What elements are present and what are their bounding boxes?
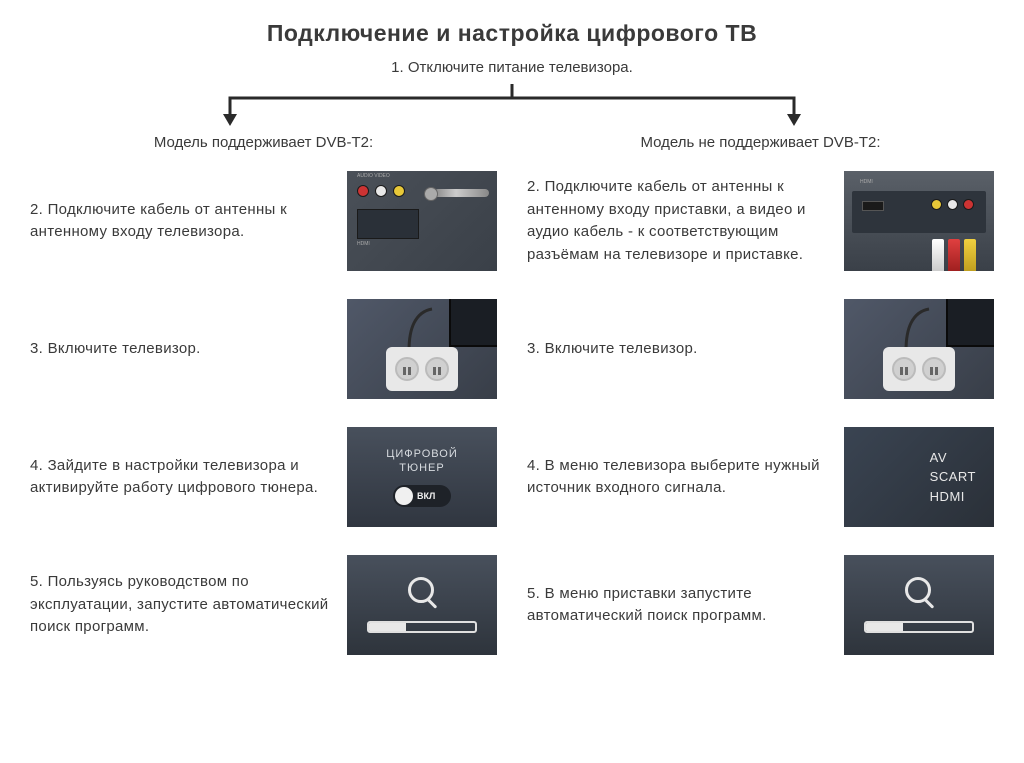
- right-step-3: 3. Включите телевизор.: [527, 299, 994, 399]
- socket-icon: [892, 357, 916, 381]
- source-list: AVSCARTHDMI: [930, 448, 976, 507]
- rca-cable-white-icon: [932, 239, 944, 271]
- rca-white-icon: [947, 199, 958, 210]
- toggle-knob-icon: [395, 487, 413, 505]
- wall-outlet-icon: [883, 347, 955, 391]
- tuner-label: ЦИФРОВОЙТЮНЕР: [386, 447, 458, 476]
- search-illustration: [844, 555, 994, 655]
- progress-bar: [864, 621, 974, 633]
- toggle-switch-icon: ВКЛ: [393, 485, 451, 507]
- left-step-4: 4. Зайдите в настройки телевизора и акти…: [30, 427, 497, 527]
- socket-icon: [922, 357, 946, 381]
- socket-icon: [395, 357, 419, 381]
- right-column: Модель не поддерживает DVB-T2: 2. Подклю…: [527, 134, 994, 683]
- right-step-5-text: 5. В меню приставки за­пустите автоматич…: [527, 583, 826, 628]
- page-title: Подключение и настройка цифрового ТВ: [30, 20, 994, 47]
- left-step-2-text: 2. Подключите кабель от антенны к антенн…: [30, 199, 329, 244]
- settop-box-illustration: HDMI: [844, 171, 994, 271]
- left-column-header: Модель поддерживает DVB-T2:: [30, 134, 497, 151]
- antenna-cable-icon: [434, 189, 489, 197]
- toggle-text: ВКЛ: [417, 491, 435, 501]
- power-cord-icon: [394, 303, 444, 353]
- hdmi-port-icon: [862, 201, 884, 211]
- right-step-3-text: 3. Включите телевизор.: [527, 338, 826, 361]
- wall-outlet-icon: [386, 347, 458, 391]
- progress-fill: [866, 623, 903, 631]
- rca-red-icon: [963, 199, 974, 210]
- tv-back-panel-illustration: AUDIO VIDEO HDMI: [347, 171, 497, 271]
- branch-connector: [202, 84, 822, 126]
- rca-cable-yellow-icon: [964, 239, 976, 271]
- right-step-5: 5. В меню приставки за­пустите автоматич…: [527, 555, 994, 655]
- magnifier-icon: [903, 577, 935, 609]
- port-label: AUDIO VIDEO: [357, 173, 390, 179]
- rca-yellow-icon: [393, 185, 405, 197]
- left-step-2: 2. Подключите кабель от антенны к антенн…: [30, 171, 497, 271]
- tv-corner-icon: [946, 299, 994, 347]
- right-step-4: 4. В меню телевизора выберите нужный ист…: [527, 427, 994, 527]
- progress-fill: [369, 623, 406, 631]
- left-step-3-text: 3. Включите телевизор.: [30, 338, 329, 361]
- rca-white-icon: [375, 185, 387, 197]
- left-step-5: 5. Пользуясь руководст­вом по эксплуатац…: [30, 555, 497, 655]
- rca-red-icon: [357, 185, 369, 197]
- rca-ports: [357, 185, 405, 197]
- left-column: Модель поддерживает DVB-T2: 2. Подключит…: [30, 134, 497, 683]
- right-step-2-text: 2. Подключите кабель от антенны к антенн…: [527, 176, 826, 266]
- columns-container: Модель поддерживает DVB-T2: 2. Подключит…: [30, 134, 994, 683]
- power-outlet-illustration: [347, 299, 497, 399]
- step-1-subtitle: 1. Отключите питание телевизора.: [30, 59, 994, 76]
- progress-bar: [367, 621, 477, 633]
- tuner-toggle-illustration: ЦИФРОВОЙТЮНЕР ВКЛ: [347, 427, 497, 527]
- search-illustration: [347, 555, 497, 655]
- socket-icon: [425, 357, 449, 381]
- rca-yellow-icon: [931, 199, 942, 210]
- source-menu-illustration: AVSCARTHDMI: [844, 427, 994, 527]
- left-step-3: 3. Включите телевизор.: [30, 299, 497, 399]
- tv-corner-icon: [449, 299, 497, 347]
- power-outlet-illustration: [844, 299, 994, 399]
- power-cord-icon: [891, 303, 941, 353]
- rca-cable-red-icon: [948, 239, 960, 271]
- rca-cables: [932, 239, 976, 271]
- right-step-2: 2. Подключите кабель от антенны к антенн…: [527, 171, 994, 271]
- left-step-5-text: 5. Пользуясь руководст­вом по эксплуатац…: [30, 571, 329, 639]
- stb-rca-ports: [931, 199, 974, 210]
- magnifier-icon: [406, 577, 438, 609]
- right-column-header: Модель не поддерживает DVB-T2:: [527, 134, 994, 151]
- stb-panel: [852, 191, 986, 233]
- left-step-4-text: 4. Зайдите в настройки телевизора и акти…: [30, 455, 329, 500]
- right-step-4-text: 4. В меню телевизора выберите нужный ист…: [527, 455, 826, 500]
- hdmi-label: HDMI: [860, 179, 873, 185]
- hdmi-label: HDMI: [357, 241, 370, 247]
